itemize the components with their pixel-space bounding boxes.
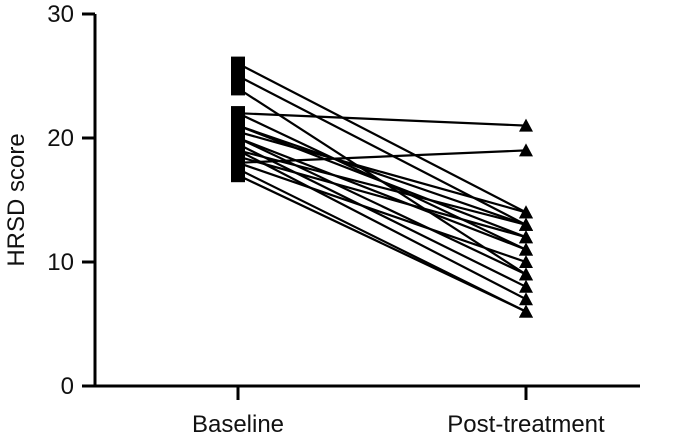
subject-line-13 [237,149,527,301]
y-tick-label: 0 [61,373,74,400]
baseline-point-3 [231,81,245,96]
x-ticks: Baseline Post-treatment [192,386,605,436]
y-tick-label: 20 [47,125,74,152]
baseline-point-18 [231,168,245,183]
series-lines [237,62,527,313]
subject-line-14 [237,155,527,239]
post-treatment-point-8 [519,205,533,219]
post-treatment-point-4 [519,118,533,132]
subject-line-8 [237,130,527,214]
subject-line-18 [237,174,527,313]
subject-line-2 [237,75,527,226]
subject-line-12 [237,149,527,226]
baseline-point-1 [231,56,245,71]
x-tick-label-baseline: Baseline [192,411,284,436]
series-markers [231,56,533,318]
post-treatment-point-14 [519,230,533,244]
post-treatment-point-10 [519,267,533,281]
y-ticks: 0 10 20 30 [47,1,95,400]
post-treatment-point-11 [519,279,533,293]
subject-line-6 [237,124,527,226]
post-treatment-point-9 [519,242,533,256]
post-treatment-point-13 [519,292,533,306]
baseline-point-2 [231,69,245,83]
post-treatment-point-16 [519,255,533,268]
y-tick-label: 30 [47,1,74,28]
subject-line-4 [237,112,527,127]
subject-line-16 [237,161,527,264]
post-treatment-point-18 [519,304,533,318]
subject-line-10 [237,137,527,276]
subject-line-9 [237,136,527,251]
y-tick-label: 10 [47,249,74,276]
y-axis-label: HRSD score [3,133,30,266]
post-treatment-point-15 [519,143,533,157]
subject-line-11 [237,143,527,288]
subject-line-7 [237,124,527,239]
subject-line-1 [237,62,527,214]
post-treatment-point-12 [519,217,533,231]
x-tick-label-post-treatment: Post-treatment [447,411,605,436]
baseline-point-5 [231,106,245,121]
subject-line-15 [237,149,527,164]
